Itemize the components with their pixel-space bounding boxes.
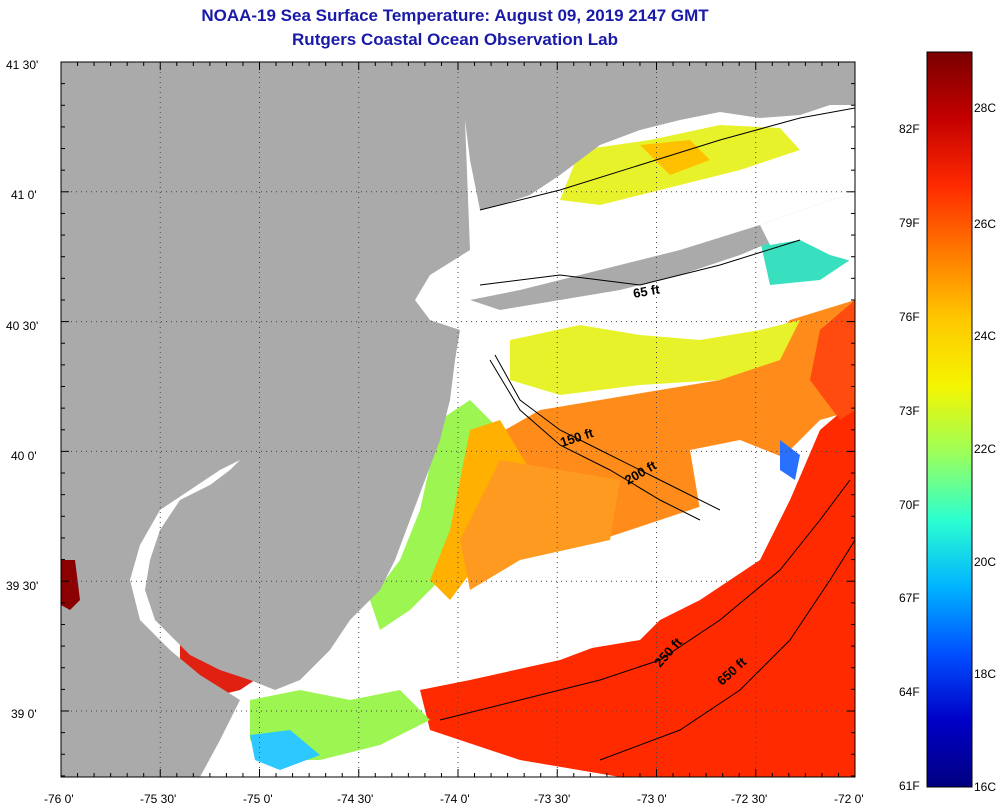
lat-label-41-30: 41 30' bbox=[6, 58, 38, 72]
sst-patch-blue-south bbox=[250, 730, 320, 770]
colorbar-label-73F: 73F bbox=[899, 404, 920, 418]
lat-label-40-0: 40 0' bbox=[11, 449, 37, 463]
colorbar-label-28C: 28C bbox=[974, 101, 996, 115]
depth-contour-200 bbox=[489, 359, 701, 521]
colorbar-label-18C: 18C bbox=[974, 667, 996, 681]
colorbar-label-61F: 61F bbox=[899, 779, 920, 793]
colorbar bbox=[926, 51, 973, 788]
sst-patch-red-east bbox=[810, 300, 855, 420]
depth-contour-150 bbox=[494, 354, 721, 511]
map-content bbox=[61, 62, 855, 777]
colorbar-label-79F: 79F bbox=[899, 216, 920, 230]
colorbar-label-24C: 24C bbox=[974, 329, 996, 343]
lon-label-75-0: -75 0' bbox=[243, 792, 273, 806]
sst-patch-red-south bbox=[420, 400, 855, 777]
depth-contour-sound bbox=[479, 107, 855, 211]
colorbar-label-16C: 16C bbox=[974, 780, 996, 794]
sst-patch-yellow-north bbox=[510, 320, 800, 395]
depth-label-65: 65 ft bbox=[632, 281, 662, 301]
lon-label-74-30: -74 30' bbox=[337, 792, 373, 806]
cloud-patch-east bbox=[690, 440, 790, 520]
graticule bbox=[61, 62, 855, 777]
lon-label-73-30: -73 30' bbox=[534, 792, 570, 806]
land-long-island bbox=[470, 195, 855, 310]
colorbar-label-82F: 82F bbox=[899, 122, 920, 136]
lat-label-39-30: 39 30' bbox=[6, 579, 38, 593]
colorbar-label-64F: 64F bbox=[899, 685, 920, 699]
colorbar-label-26C: 26C bbox=[974, 217, 996, 231]
lon-label-72-30: -72 30' bbox=[731, 792, 767, 806]
sst-patch-blue-spot bbox=[780, 440, 800, 480]
lon-label-72-0: -72 0' bbox=[834, 792, 864, 806]
colorbar-label-76F: 76F bbox=[899, 310, 920, 324]
land-new-jersey-delaware bbox=[61, 62, 855, 777]
axis-ticks bbox=[60, 61, 856, 777]
lon-label-74-0: -74 0' bbox=[440, 792, 470, 806]
depth-contour-650 bbox=[599, 539, 855, 761]
colorbar-label-20C: 20C bbox=[974, 555, 996, 569]
cloud-patch-mid bbox=[540, 560, 680, 650]
cloud-patch-ne bbox=[760, 195, 855, 300]
map-title-line1: NOAA-19 Sea Surface Temperature: August … bbox=[201, 6, 709, 25]
lon-label-76-0: -76 0' bbox=[44, 792, 74, 806]
lat-label-40-30: 40 30' bbox=[6, 319, 38, 333]
lon-label-73-0: -73 0' bbox=[637, 792, 667, 806]
lat-label-41-0: 41 0' bbox=[11, 188, 37, 202]
map-title-line2: Rutgers Coastal Ocean Observation Lab bbox=[292, 30, 618, 49]
sst-patch-delaware-river bbox=[61, 560, 80, 610]
colorbar-label-22C: 22C bbox=[974, 442, 996, 456]
colorbar-label-67F: 67F bbox=[899, 591, 920, 605]
lat-label-39-0: 39 0' bbox=[11, 707, 37, 721]
colorbar-label-70F: 70F bbox=[899, 498, 920, 512]
sst-patch-orange-mid bbox=[460, 460, 620, 590]
depth-contour-250 bbox=[439, 479, 851, 721]
lon-label-75-30: -75 30' bbox=[140, 792, 176, 806]
depth-contour-65 bbox=[479, 239, 801, 286]
